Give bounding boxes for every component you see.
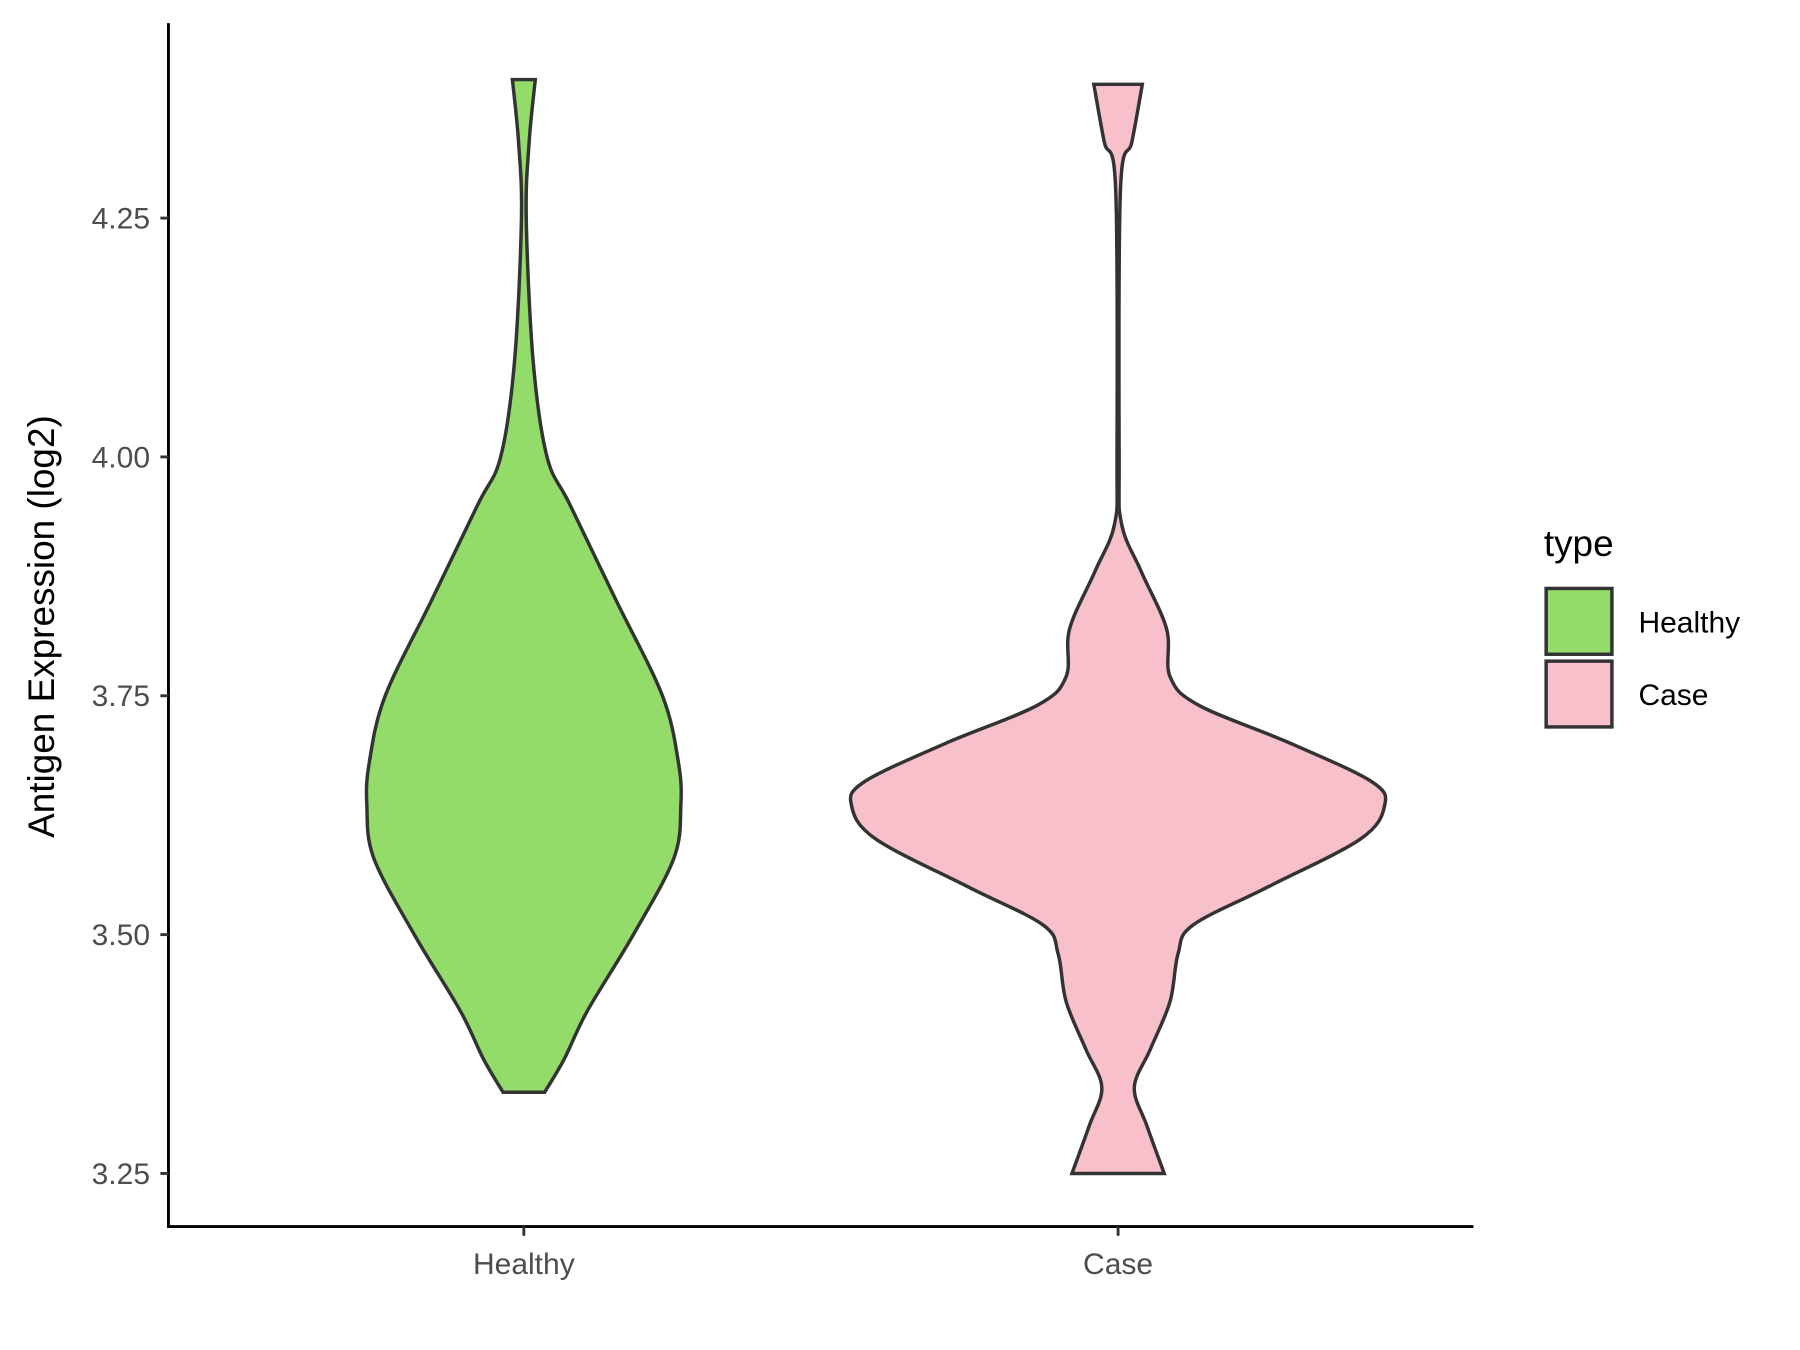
x-tick-label: Healthy xyxy=(473,1248,575,1281)
y-tick-label: 3.50 xyxy=(92,919,150,952)
violins xyxy=(364,77,1388,1176)
y-tick-label: 4.00 xyxy=(92,441,150,474)
legend: type Healthy Case xyxy=(1544,523,1740,729)
x-tick-label: Case xyxy=(1083,1248,1153,1281)
y-tick-label: 3.25 xyxy=(92,1158,150,1191)
violin-healthy xyxy=(364,77,683,1094)
y-ticks: 3.25 3.50 3.75 4.00 4.25 xyxy=(92,202,169,1191)
y-axis-label: Antigen Expression (log2) xyxy=(21,415,62,838)
x-ticks: Healthy Case xyxy=(473,1226,1153,1281)
legend-swatch-healthy xyxy=(1544,586,1614,656)
legend-swatch-case xyxy=(1544,659,1614,729)
legend-label: Case xyxy=(1638,679,1708,712)
y-tick-label: 3.75 xyxy=(92,680,150,713)
legend-label: Healthy xyxy=(1638,606,1740,639)
y-tick-label: 4.25 xyxy=(92,202,150,235)
legend-title: type xyxy=(1544,523,1614,564)
violin-case xyxy=(848,82,1388,1176)
